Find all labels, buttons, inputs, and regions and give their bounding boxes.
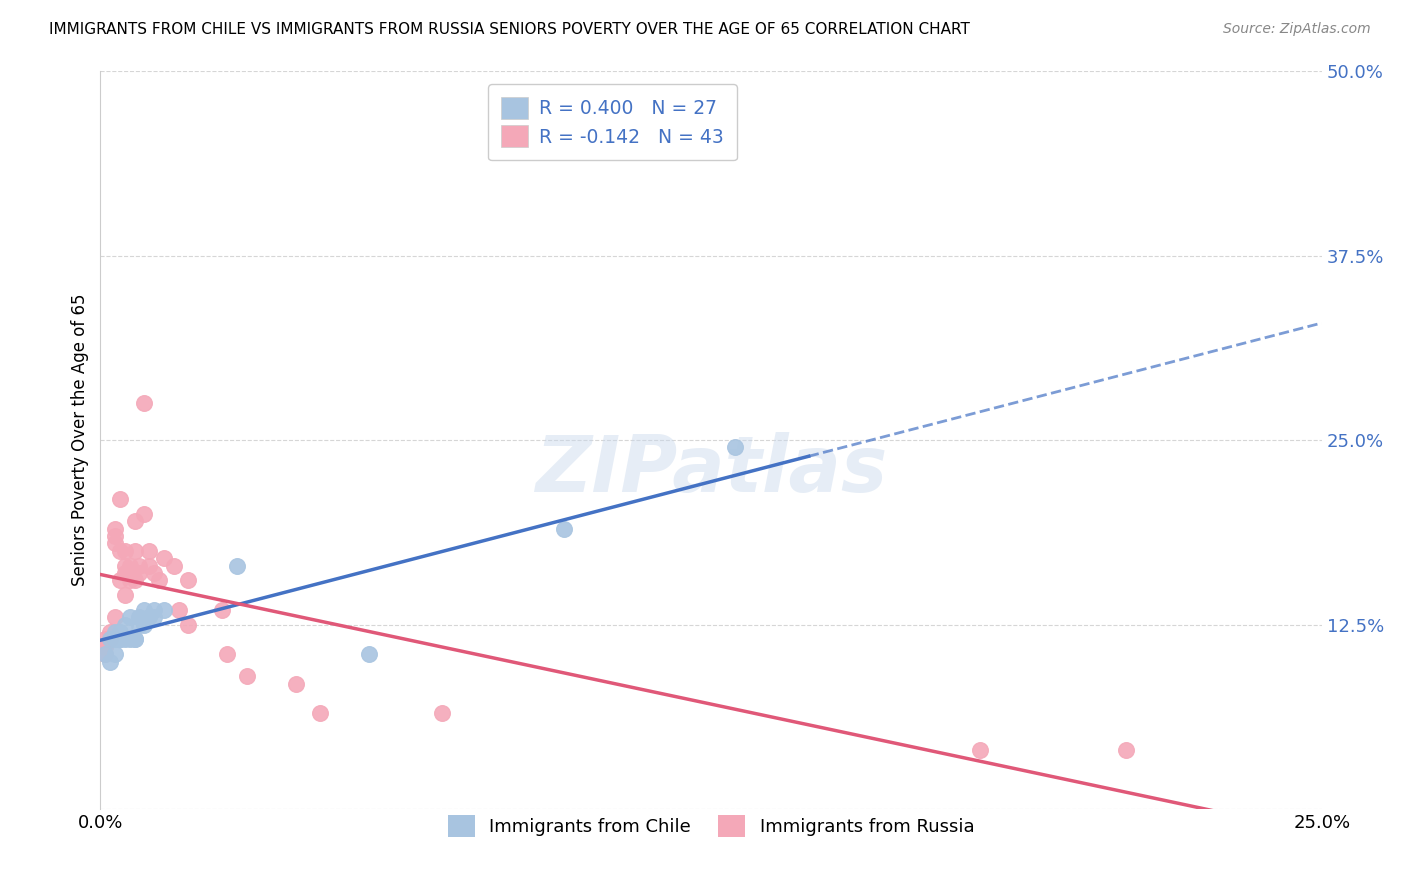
- Point: [143, 610, 166, 624]
- Point: [124, 574, 146, 588]
- Point: [104, 625, 127, 640]
- Point: [98, 632, 121, 647]
- Point: [114, 558, 136, 573]
- Point: [143, 603, 166, 617]
- Point: [432, 706, 454, 721]
- Point: [177, 617, 200, 632]
- Point: [143, 566, 166, 580]
- Point: [108, 632, 131, 647]
- Point: [104, 536, 127, 550]
- Point: [357, 647, 380, 661]
- Point: [724, 441, 747, 455]
- Point: [211, 603, 233, 617]
- Y-axis label: Seniors Poverty Over the Age of 65: Seniors Poverty Over the Age of 65: [72, 293, 89, 586]
- Point: [98, 625, 121, 640]
- Point: [153, 551, 176, 566]
- Point: [118, 632, 141, 647]
- Point: [108, 574, 131, 588]
- Point: [177, 574, 200, 588]
- Point: [128, 610, 150, 624]
- Point: [98, 632, 121, 647]
- Point: [108, 625, 131, 640]
- Point: [162, 558, 184, 573]
- Point: [138, 610, 160, 624]
- Point: [284, 676, 307, 690]
- Point: [94, 647, 117, 661]
- Point: [114, 632, 136, 647]
- Point: [114, 544, 136, 558]
- Point: [108, 544, 131, 558]
- Point: [236, 669, 259, 683]
- Point: [138, 558, 160, 573]
- Point: [118, 610, 141, 624]
- Point: [134, 507, 156, 521]
- Point: [124, 632, 146, 647]
- Point: [134, 603, 156, 617]
- Point: [128, 566, 150, 580]
- Point: [94, 647, 117, 661]
- Point: [124, 544, 146, 558]
- Point: [138, 544, 160, 558]
- Point: [98, 632, 121, 647]
- Point: [104, 632, 127, 647]
- Point: [153, 603, 176, 617]
- Point: [128, 617, 150, 632]
- Point: [124, 514, 146, 528]
- Point: [134, 617, 156, 632]
- Point: [104, 522, 127, 536]
- Text: ZIPatlas: ZIPatlas: [534, 432, 887, 508]
- Point: [167, 603, 190, 617]
- Point: [104, 647, 127, 661]
- Legend: Immigrants from Chile, Immigrants from Russia: Immigrants from Chile, Immigrants from R…: [440, 808, 981, 845]
- Point: [969, 743, 991, 757]
- Point: [217, 647, 239, 661]
- Point: [553, 522, 575, 536]
- Point: [309, 706, 332, 721]
- Point: [114, 617, 136, 632]
- Point: [104, 529, 127, 543]
- Point: [94, 640, 117, 654]
- Point: [124, 632, 146, 647]
- Point: [226, 558, 249, 573]
- Text: IMMIGRANTS FROM CHILE VS IMMIGRANTS FROM RUSSIA SENIORS POVERTY OVER THE AGE OF : IMMIGRANTS FROM CHILE VS IMMIGRANTS FROM…: [49, 22, 970, 37]
- Point: [118, 558, 141, 573]
- Text: Source: ZipAtlas.com: Source: ZipAtlas.com: [1223, 22, 1371, 37]
- Point: [134, 396, 156, 410]
- Point: [108, 632, 131, 647]
- Point: [104, 610, 127, 624]
- Point: [94, 632, 117, 647]
- Point: [128, 558, 150, 573]
- Point: [118, 574, 141, 588]
- Point: [148, 574, 170, 588]
- Point: [1115, 743, 1137, 757]
- Point: [108, 492, 131, 507]
- Point: [114, 588, 136, 602]
- Point: [98, 655, 121, 669]
- Point: [114, 566, 136, 580]
